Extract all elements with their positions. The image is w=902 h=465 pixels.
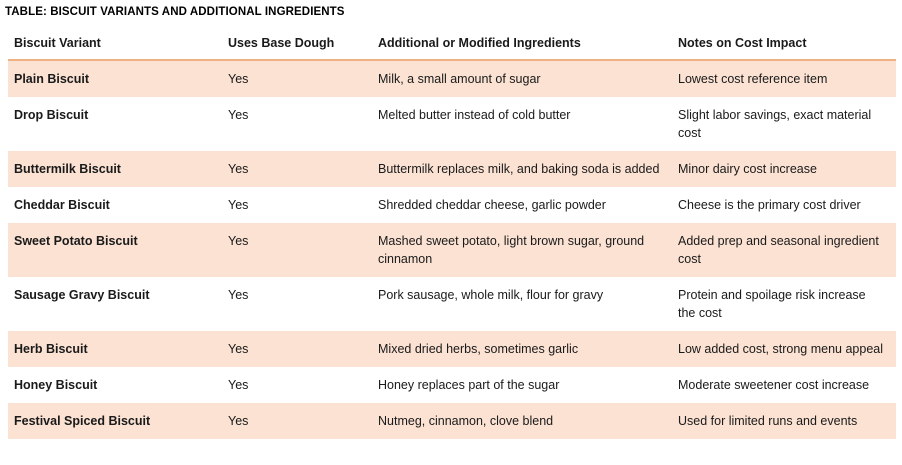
table-header: Biscuit Variant Uses Base Dough Addition…	[8, 27, 896, 61]
table-row: Festival Spiced Biscuit Yes Nutmeg, cinnam…	[8, 403, 896, 439]
cell-notes: Added prep and seasonal ingredient cost	[672, 223, 896, 277]
cell-base-dough: Yes	[228, 198, 249, 212]
table-row: Honey Biscuit Yes Honey replaces part of t…	[8, 367, 896, 403]
cell-notes: Minor dairy cost increase	[672, 151, 896, 187]
cell-variant: Sweet Potato Biscuit	[8, 223, 222, 277]
table-row: Drop Biscuit Yes Melted butter instead of …	[8, 97, 896, 151]
table-row: Sausage Gravy Biscuit Yes Pork sausage, wh…	[8, 277, 896, 331]
header-row: Biscuit Variant Uses Base Dough Addition…	[8, 27, 896, 61]
cell-variant: Buttermilk Biscuit	[8, 151, 222, 187]
cell-base-dough: Yes	[222, 223, 372, 277]
table-row: Plain Biscuit Yes Milk, a small amount of …	[8, 60, 896, 97]
cell-variant: Drop Biscuit	[14, 108, 89, 122]
table-row: Buttermilk Biscuit Yes Buttermilk replaces…	[8, 151, 896, 187]
cell-notes: Used for limited runs and events	[672, 403, 896, 439]
cell-ingredients: Honey replaces part of the sugar	[378, 378, 560, 392]
document-page: TABLE: BISCUIT VARIANTS AND ADDITIONAL I…	[5, 6, 896, 439]
cell-ingredients: Milk, a small amount of sugar	[372, 60, 672, 97]
cell-base-dough: Yes	[228, 378, 249, 392]
cell-base-dough: Yes	[222, 60, 372, 97]
cell-base-dough: Yes	[222, 403, 372, 439]
cell-notes: Lowest cost reference item	[672, 60, 896, 97]
cell-base-dough: Yes	[222, 331, 372, 367]
cell-variant: Cheddar Biscuit	[14, 198, 110, 212]
table-body: Plain Biscuit Yes Milk, a small amount of …	[8, 60, 896, 439]
cell-variant: Festival Spiced Biscuit	[8, 403, 222, 439]
cell-variant: Sausage Gravy Biscuit	[14, 288, 150, 302]
cell-ingredients: Shredded cheddar cheese, garlic powder	[378, 198, 606, 212]
cell-notes: Cheese is the primary cost driver	[678, 198, 861, 212]
table-row: Herb Biscuit Yes Mixed dried herbs, someti…	[8, 331, 896, 367]
cell-notes: Low added cost, strong menu appeal	[672, 331, 896, 367]
column-header-biscuit-variant: Biscuit Variant	[8, 27, 222, 61]
cell-ingredients: Melted butter instead of cold butter	[378, 108, 571, 122]
cell-ingredients: Nutmeg, cinnamon, clove blend	[372, 403, 672, 439]
cell-variant: Plain Biscuit	[8, 60, 222, 97]
cell-variant: Herb Biscuit	[8, 331, 222, 367]
cell-variant: Honey Biscuit	[14, 378, 98, 392]
cell-ingredients: Mixed dried herbs, sometimes garlic	[372, 331, 672, 367]
table-title: TABLE: BISCUIT VARIANTS AND ADDITIONAL I…	[5, 6, 345, 18]
column-header-notes-cost-impact: Notes on Cost Impact	[672, 27, 896, 61]
cell-ingredients: Buttermilk replaces milk, and baking sod…	[372, 151, 672, 187]
table-row: Cheddar Biscuit Yes Shredded cheddar chees…	[8, 187, 896, 223]
biscuit-variants-table: Biscuit Variant Uses Base Dough Addition…	[8, 27, 896, 439]
cell-notes: Protein and spoilage risk increase the c…	[678, 288, 866, 320]
table-row: Sweet Potato Biscuit Yes Mashed sweet pota…	[8, 223, 896, 277]
cell-base-dough: Yes	[228, 288, 249, 302]
cell-ingredients: Pork sausage, whole milk, flour for grav…	[378, 288, 604, 302]
cell-base-dough: Yes	[222, 151, 372, 187]
cell-notes: Moderate sweetener cost increase	[678, 378, 870, 392]
column-header-uses-base-dough: Uses Base Dough	[222, 27, 372, 61]
cell-ingredients: Mashed sweet potato, light brown sugar, …	[372, 223, 672, 277]
cell-notes: Slight labor savings, exact material cos…	[678, 108, 872, 140]
column-header-additional-ingredients: Additional or Modified Ingredients	[372, 27, 672, 61]
cell-base-dough: Yes	[228, 108, 249, 122]
